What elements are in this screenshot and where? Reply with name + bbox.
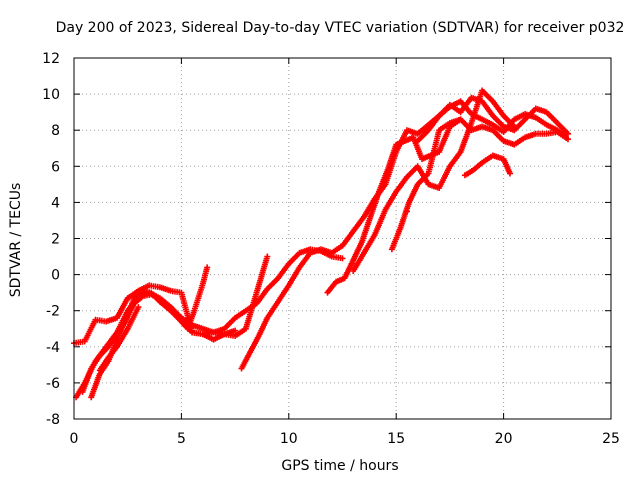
y-tick-label: 10: [42, 87, 60, 103]
x-tick-label: 20: [495, 431, 513, 447]
data-point-markers: [461, 152, 513, 179]
ticks: [73, 57, 612, 420]
y-tick-label: 8: [51, 123, 60, 139]
y-tick-label: 0: [51, 268, 60, 284]
y-tick-label: 4: [51, 195, 60, 211]
chart-title: Day 200 of 2023, Sidereal Day-to-day VTE…: [56, 20, 625, 36]
grid: [74, 58, 611, 419]
data-point-markers: [414, 94, 571, 144]
series-layer: [71, 87, 571, 401]
series-track-11: [461, 152, 513, 179]
x-axis-label: GPS time / hours: [281, 458, 398, 474]
series-track-10: [414, 94, 571, 144]
tick-labels: 0 5 10 15 20 25 -8 -6 -4 -2 0 2 4 6 8 10 12: [42, 51, 620, 447]
series-track-5: [96, 304, 142, 374]
series-track-12: [403, 208, 410, 215]
y-tick-label: 2: [51, 232, 60, 248]
x-tick-label: 15: [387, 431, 405, 447]
y-tick-label: -2: [46, 304, 60, 320]
x-tick-label: 0: [70, 431, 79, 447]
x-tick-label: 10: [280, 431, 298, 447]
x-tick-label: 5: [177, 431, 186, 447]
y-tick-label: 12: [42, 51, 60, 67]
y-tick-label: -6: [46, 376, 60, 392]
data-point-markers: [96, 304, 142, 374]
y-axis-label: SDTVAR / TECUs: [8, 183, 24, 298]
x-tick-label: 25: [602, 431, 620, 447]
y-tick-label: 6: [51, 159, 60, 175]
data-point-markers: [388, 116, 464, 253]
data-point-markers: [403, 208, 410, 215]
y-tick-label: -8: [46, 412, 60, 428]
series-track-9: [388, 116, 464, 253]
y-tick-label: -4: [46, 340, 60, 356]
